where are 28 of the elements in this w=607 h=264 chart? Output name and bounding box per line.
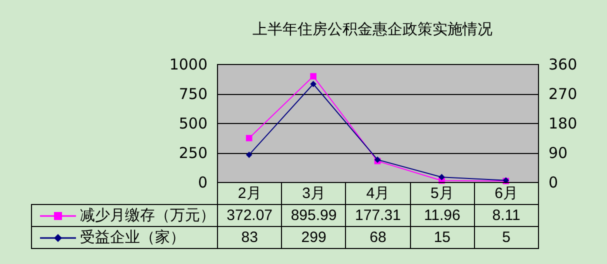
y2-tick-label: 360: [548, 56, 578, 74]
y2-tick-label: 180: [548, 114, 578, 132]
y2-tick-label: 90: [548, 144, 568, 162]
y-tick-label: 250: [178, 144, 208, 162]
y-tick-label: 500: [178, 114, 208, 132]
y-tick-label: 750: [178, 85, 208, 103]
data-label: 5: [474, 226, 538, 248]
legend-label: 受益企业（家）: [80, 229, 185, 246]
chart-title: 上半年住房公积金惠企政策实施情况: [252, 20, 493, 38]
x-tick-label: 2月: [218, 182, 282, 204]
data-label: 372.07: [218, 204, 282, 226]
x-tick-label: 4月: [346, 182, 410, 204]
x-tick-label: 3月: [282, 182, 346, 204]
y-tick-label: 0: [198, 174, 208, 192]
data-label: 8.11: [474, 204, 538, 226]
y2-tick-label: 0: [548, 174, 558, 192]
data-label: 68: [346, 226, 410, 248]
data-label: 895.99: [282, 204, 346, 226]
data-label: 83: [218, 226, 282, 248]
data-label: 11.96: [410, 204, 474, 226]
data-label: 177.31: [346, 204, 410, 226]
data-label: 299: [282, 226, 346, 248]
y-tick-label: 1000: [169, 56, 208, 74]
legend-label: 减少月缴存（万元）: [80, 207, 215, 224]
data-label: 15: [410, 226, 474, 248]
x-tick-label: 6月: [474, 182, 538, 204]
y2-tick-label: 270: [548, 85, 578, 103]
x-tick-label: 5月: [410, 182, 474, 204]
